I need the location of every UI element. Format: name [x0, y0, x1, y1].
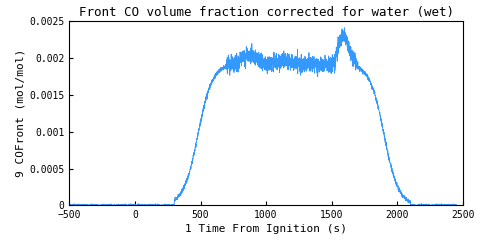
Title: Front CO volume fraction corrected for water (wet): Front CO volume fraction corrected for w… — [79, 6, 454, 18]
X-axis label: 1 Time From Ignition (s): 1 Time From Ignition (s) — [185, 224, 347, 234]
Y-axis label: 9 COFront (mol/mol): 9 COFront (mol/mol) — [15, 49, 25, 177]
